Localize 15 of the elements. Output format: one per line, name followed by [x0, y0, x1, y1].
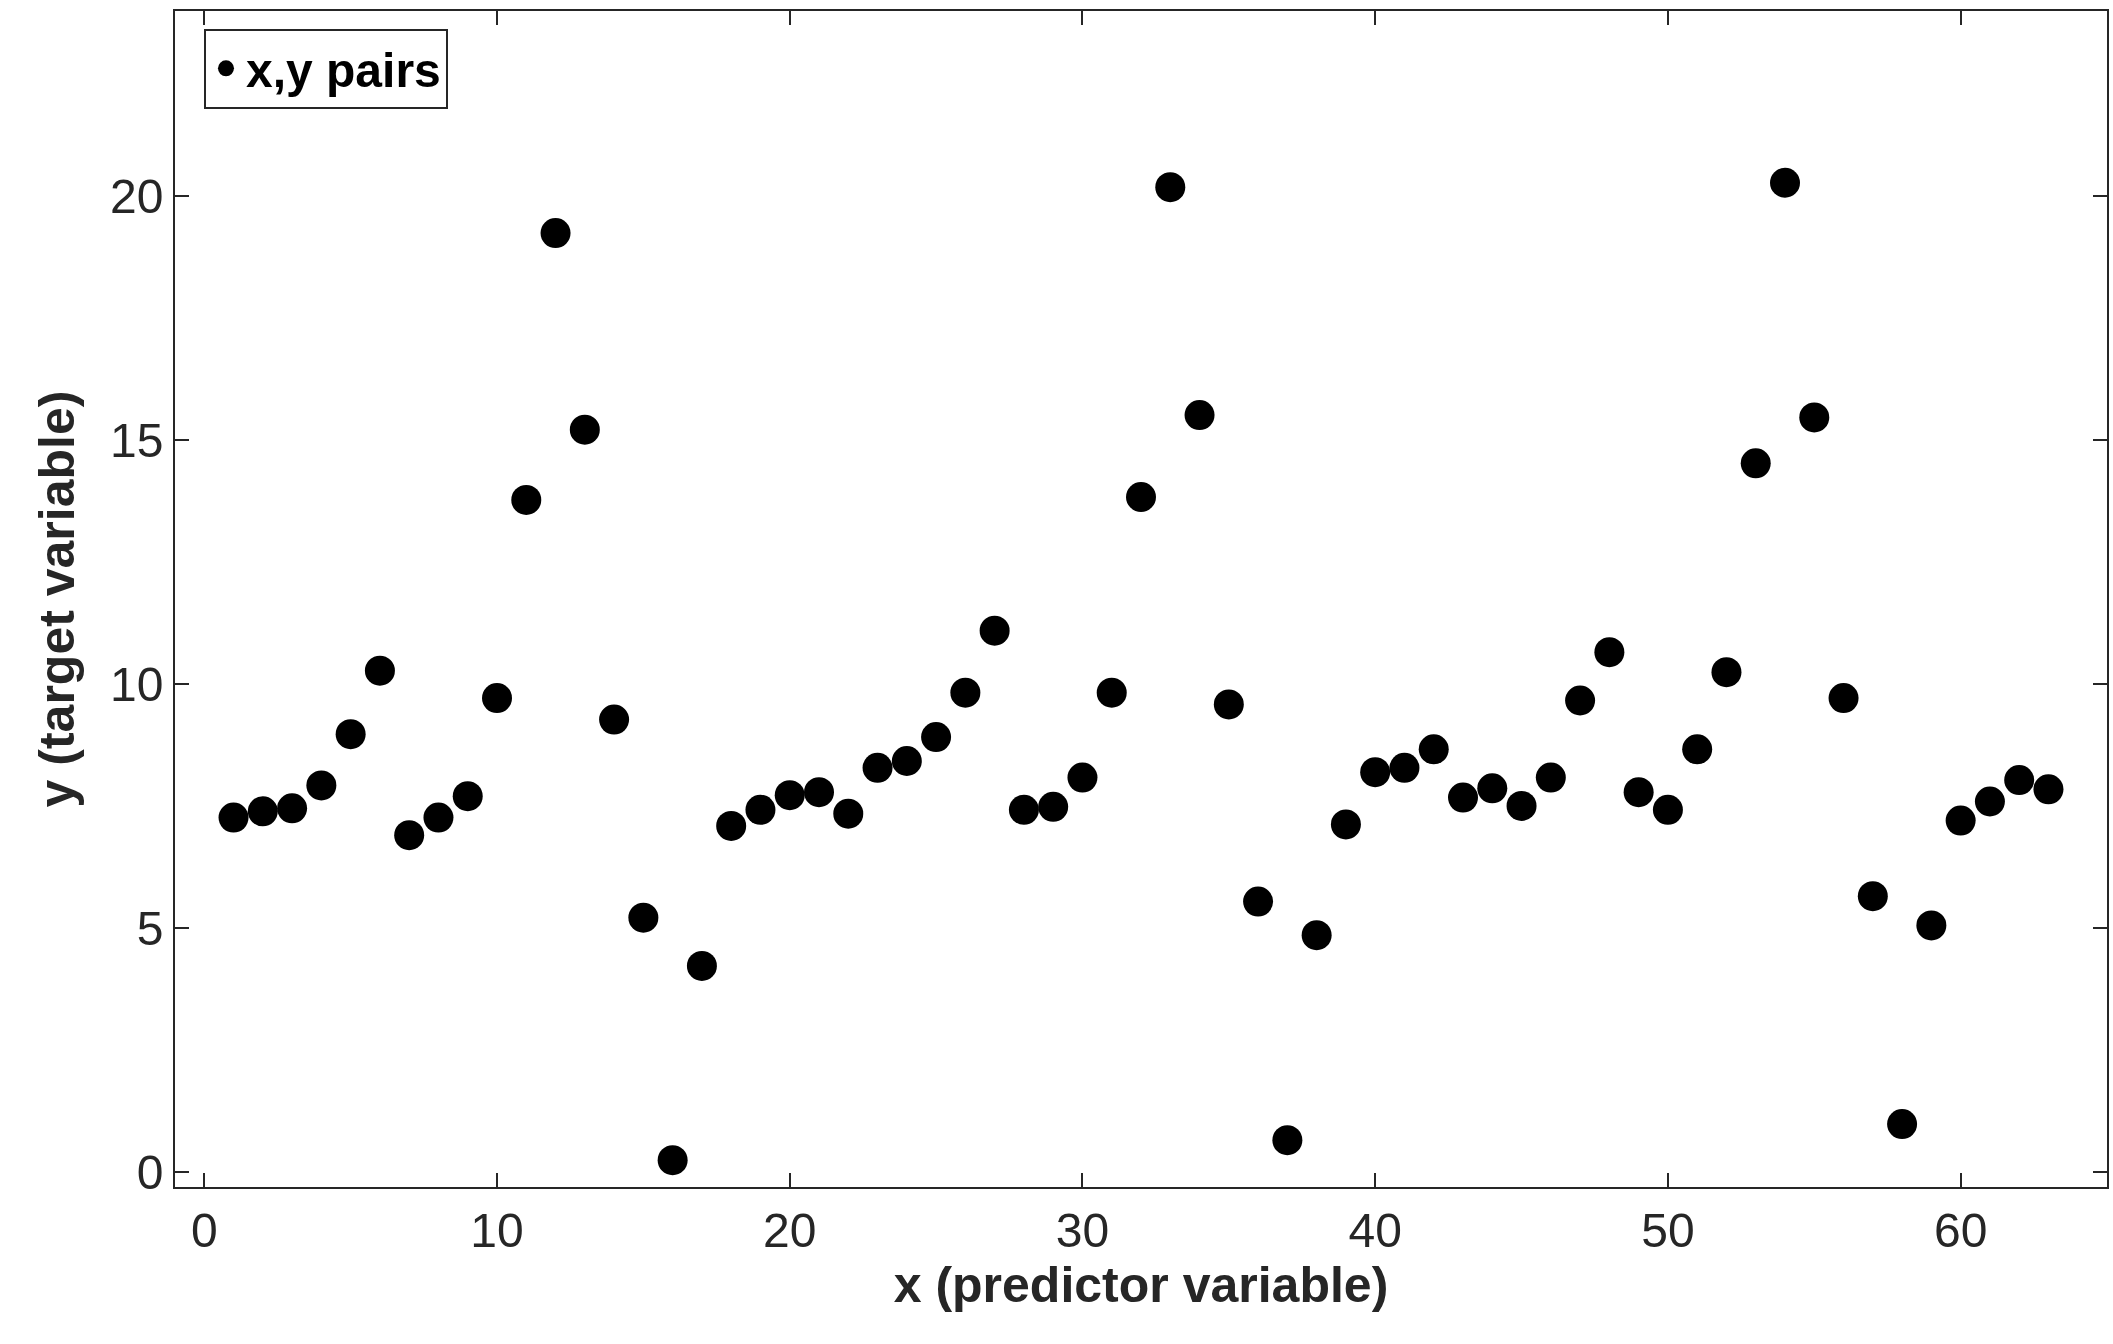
y-tick-label: 0 — [136, 1146, 164, 1200]
x-tick-label: 50 — [1641, 1203, 1695, 1257]
x-tick-label: 0 — [190, 1203, 218, 1257]
y-tick-label: 10 — [110, 658, 164, 712]
y-tick-label: 5 — [136, 902, 164, 956]
legend-label: x,y pairs — [245, 44, 441, 98]
x-tick-label: 20 — [763, 1203, 817, 1257]
x-axis-title: x (predictor variable) — [893, 1256, 1389, 1313]
x-tick-label: 10 — [470, 1203, 524, 1257]
y-tick-label: 20 — [110, 170, 164, 224]
y-tick-label: 15 — [110, 414, 164, 468]
y-axis-title: y (target variable) — [28, 390, 85, 808]
x-tick-label: 40 — [1348, 1203, 1402, 1257]
x-tick-label: 60 — [1933, 1203, 1988, 1257]
x-tick-label: 30 — [1055, 1203, 1110, 1257]
